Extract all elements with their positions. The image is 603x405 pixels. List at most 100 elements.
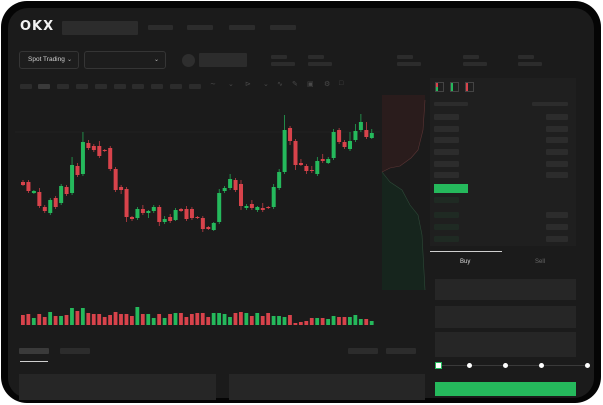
order-book-price[interactable]: [434, 161, 459, 167]
okx-logo[interactable]: OKX: [20, 19, 55, 34]
order-book-price[interactable]: [434, 137, 459, 143]
tab-buy[interactable]: Buy: [460, 259, 471, 265]
chevron-down-icon: ⌄: [153, 57, 159, 63]
indicator-icon[interactable]: ⊳: [245, 81, 251, 88]
amount-input[interactable]: [435, 306, 576, 328]
interval-button[interactable]: [38, 84, 50, 89]
candle-body: [228, 179, 233, 188]
stat-label: [463, 55, 479, 59]
volume-bar: [173, 313, 178, 325]
interval-button[interactable]: [170, 84, 182, 89]
order-book-price[interactable]: [434, 126, 459, 132]
nav-item[interactable]: [270, 25, 296, 30]
volume-bar: [369, 321, 374, 325]
candle-body: [337, 130, 342, 142]
order-book-price[interactable]: [434, 224, 459, 230]
interval-button[interactable]: [189, 84, 201, 89]
candle-body: [293, 141, 298, 165]
fullscreen-icon[interactable]: □: [339, 80, 344, 87]
stat-label: [308, 55, 324, 59]
volume-bar: [135, 307, 140, 325]
draw-icon[interactable]: ✎: [292, 81, 298, 88]
chevron-down-icon[interactable]: ⌄: [228, 81, 234, 88]
stat-label: [271, 55, 287, 59]
volume-bar: [184, 317, 189, 325]
interval-button[interactable]: [57, 84, 69, 89]
interval-button[interactable]: [95, 84, 107, 89]
candle-body: [113, 169, 118, 190]
bottom-action[interactable]: [348, 348, 378, 354]
depth-bid-area: [382, 172, 425, 290]
candle-body: [244, 206, 249, 208]
camera-icon[interactable]: ▣: [307, 81, 314, 88]
nav-item[interactable]: [187, 25, 213, 30]
slider-step-25[interactable]: [467, 363, 472, 368]
stat-value: [397, 62, 421, 66]
candle-body: [146, 211, 151, 213]
candle-body: [288, 128, 293, 141]
interval-button[interactable]: [76, 84, 88, 89]
candle-body: [239, 184, 243, 206]
amount-slider-handle[interactable]: [435, 362, 442, 369]
order-book-price[interactable]: [434, 236, 459, 242]
slider-step-50[interactable]: [503, 363, 508, 368]
order-book-price[interactable]: [434, 197, 459, 203]
order-book-price[interactable]: [434, 172, 459, 178]
candle-body: [102, 150, 107, 151]
candle-body: [135, 209, 140, 218]
volume-bar: [75, 311, 80, 325]
candle-body: [195, 217, 200, 218]
volume-bar: [228, 317, 232, 325]
order-book-price[interactable]: [434, 212, 459, 218]
candle-body: [86, 143, 91, 148]
order-book-amount: [546, 149, 568, 155]
search-bar[interactable]: [62, 21, 138, 35]
pair-select[interactable]: ⌄: [84, 51, 166, 69]
volume-bar: [157, 314, 162, 325]
stat-value: [271, 62, 295, 66]
market-type-select[interactable]: Spot Trading ⌄: [19, 51, 79, 69]
bottom-action[interactable]: [386, 348, 416, 354]
nav-item[interactable]: [148, 25, 173, 30]
volume-bar: [80, 308, 85, 325]
volume-bar: [151, 318, 156, 325]
candle-body: [31, 191, 36, 193]
order-book-amount: [546, 212, 568, 218]
order-book-header: [434, 102, 468, 106]
order-book-amount: [546, 172, 568, 178]
order-book-both-icon[interactable]: [435, 82, 444, 92]
candle-body: [271, 187, 276, 207]
chevron-down-icon[interactable]: ⌄: [263, 81, 269, 88]
chart-type-icon[interactable]: ∼: [210, 81, 216, 88]
candle-body: [42, 207, 47, 211]
volume-bar: [244, 313, 249, 325]
order-book-price[interactable]: [434, 114, 459, 120]
candle-body: [173, 210, 178, 220]
tab-open-orders[interactable]: [19, 348, 49, 354]
slider-step-75[interactable]: [539, 363, 544, 368]
interval-button[interactable]: [151, 84, 163, 89]
volume-bar: [304, 321, 309, 325]
tab-sell[interactable]: Sell: [535, 259, 546, 265]
interval-button[interactable]: [20, 84, 32, 89]
volume-bar: [364, 319, 369, 325]
nav-item[interactable]: [229, 25, 255, 30]
candle-body: [364, 130, 369, 137]
depth-ask-area: [382, 95, 425, 290]
interval-button[interactable]: [132, 84, 144, 89]
volume-bar: [255, 313, 260, 325]
total-input[interactable]: [435, 332, 576, 357]
amount-slider-track[interactable]: [438, 365, 588, 366]
order-book-asks-icon[interactable]: [465, 82, 474, 92]
interval-button[interactable]: [114, 84, 126, 89]
settings-icon[interactable]: ⚙: [324, 81, 331, 88]
candle-body: [184, 209, 189, 219]
volume-bar: [21, 315, 25, 325]
slider-step-100[interactable]: [585, 363, 590, 368]
order-book-price[interactable]: [434, 149, 459, 155]
tab-order-history[interactable]: [60, 348, 90, 354]
line-icon[interactable]: ∿: [277, 81, 283, 88]
buy-button[interactable]: [435, 382, 576, 396]
price-input[interactable]: [435, 279, 576, 300]
order-book-bids-icon[interactable]: [450, 82, 459, 92]
